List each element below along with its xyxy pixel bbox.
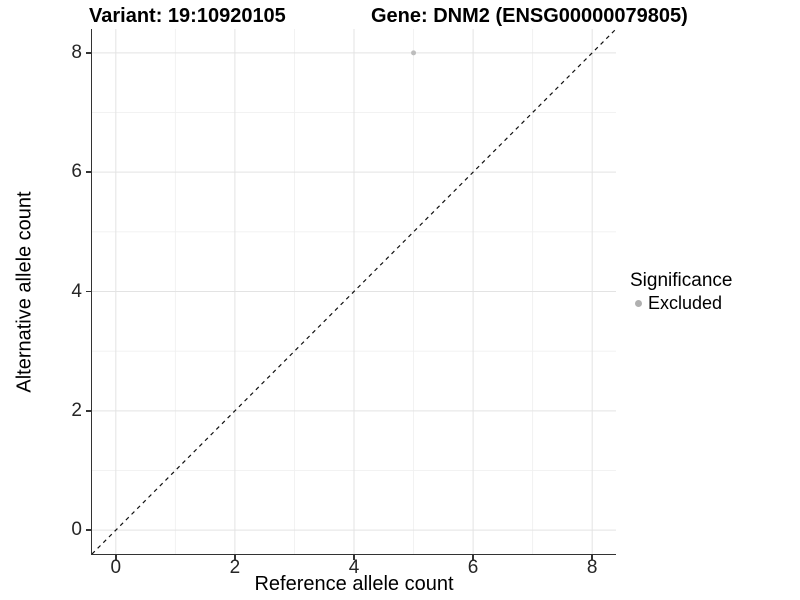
legend-entry: Excluded <box>630 293 732 313</box>
legend-significance: Significance Excluded <box>630 270 732 313</box>
legend-entry-label: Excluded <box>648 293 723 313</box>
y-tick-mark <box>85 290 91 293</box>
y-tick-mark <box>85 529 91 531</box>
y-tick-label: 8 <box>71 41 82 63</box>
y-tick-label: 6 <box>71 161 82 183</box>
y-axis-title: Alternative allele count <box>13 191 36 393</box>
legend-title: Significance <box>630 270 733 291</box>
identity-dashed-line <box>91 29 616 554</box>
variant-title: Variant: 19:10920105 <box>89 5 286 27</box>
y-tick-label: 0 <box>71 519 82 541</box>
x-tick-label: 4 <box>348 557 360 578</box>
plot-canvas <box>91 29 616 554</box>
gene-title: Gene: DNM2 (ENSG00000079805) <box>371 5 688 27</box>
y-tick-mark <box>85 410 91 412</box>
x-tick-label: 0 <box>110 557 122 578</box>
x-tick-mark <box>234 555 236 560</box>
x-tick-mark <box>115 555 117 560</box>
x-tick-mark <box>472 555 474 560</box>
x-tick-label: 6 <box>467 557 479 578</box>
x-tick-label: 2 <box>229 557 241 578</box>
plot-panel <box>90 29 616 555</box>
y-tick-label: 2 <box>71 399 82 421</box>
data-point <box>410 50 416 56</box>
y-tick-mark <box>85 52 91 54</box>
x-axis-title: Reference allele count <box>254 573 454 595</box>
x-tick-mark <box>591 555 593 560</box>
x-tick-label: 8 <box>586 557 598 578</box>
legend-entries: Excluded <box>630 293 732 313</box>
x-tick-mark <box>353 555 355 560</box>
legend-point-icon <box>635 299 642 307</box>
y-tick-mark <box>85 171 91 173</box>
y-tick-label: 4 <box>71 280 82 302</box>
